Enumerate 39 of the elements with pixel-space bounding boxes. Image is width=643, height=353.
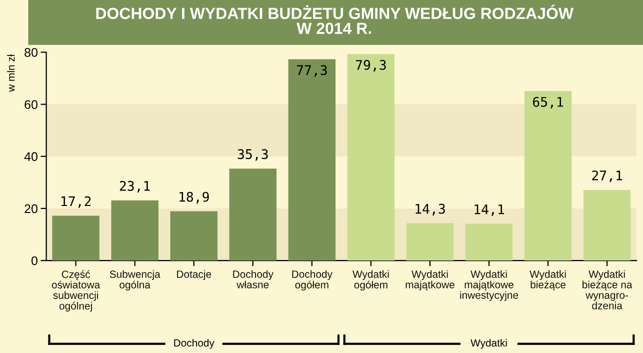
text: Wydatki — [470, 338, 507, 349]
x-tick-label: Wydatki bieżące — [530, 270, 566, 290]
x-tick-label: Wydatki bieżące na wynagro- dzenia — [582, 270, 632, 310]
data-label: 14,1 — [474, 204, 504, 216]
data-label: 18,9 — [180, 192, 209, 204]
x-tick-label: Subwencja ogólna — [110, 270, 160, 291]
y-tick-label: 0 — [32, 256, 38, 266]
x-tick-label: Wydatki ogółem — [352, 270, 389, 291]
x-tick-label: Część oświatowa subwencji ogólnej — [52, 270, 100, 312]
bar — [347, 54, 395, 261]
bar — [524, 91, 572, 261]
text: Dochody — [174, 338, 214, 349]
bar — [406, 223, 454, 261]
y-tick-label: 60 — [24, 100, 38, 109]
y-tick-label: 80 — [24, 48, 38, 57]
bar — [52, 216, 100, 261]
data-label: 27,1 — [592, 170, 622, 182]
data-label: 23,1 — [120, 180, 150, 193]
data-label: 14,3 — [416, 204, 445, 216]
bar — [583, 190, 631, 261]
y-axis-title: w mln zł — [7, 54, 15, 92]
bar — [288, 59, 336, 261]
y-tick-label: 40 — [24, 152, 38, 162]
bar — [229, 168, 277, 261]
data-label: 77,3 — [296, 65, 327, 77]
x-tick-label: Wydatki majątkowe inwestycyjne — [460, 270, 518, 301]
data-label: 79,3 — [356, 60, 386, 72]
data-label: 65,1 — [533, 96, 564, 109]
bar — [170, 211, 218, 261]
x-tick-label: Dochody ogółem — [292, 270, 332, 291]
bar — [111, 200, 158, 261]
x-tick-label: Dotacje — [177, 270, 212, 280]
x-tick-label: Wydatki majątkowe — [406, 270, 454, 290]
chart-title: DOCHODY I WYDATKI BUDŻETU GMINY WEDŁUG RODZAJÓW W 2014 R. — [96, 4, 574, 34]
data-label: 35,3 — [238, 149, 268, 161]
data-label: 17,2 — [62, 196, 91, 208]
y-tick-label: 20 — [24, 204, 38, 214]
x-tick-label: Dochody własne — [233, 270, 274, 288]
bar — [465, 224, 513, 261]
